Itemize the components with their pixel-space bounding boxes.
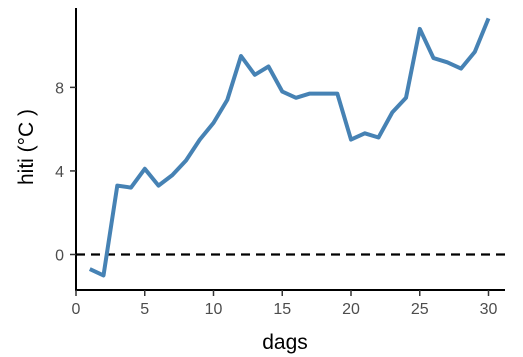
y-tick-label: 4 <box>55 164 64 181</box>
y-axis-title: hiti (°C ) <box>15 109 38 185</box>
x-tick-label: 25 <box>411 301 429 318</box>
x-tick-label: 30 <box>480 301 498 318</box>
y-tick-label: 8 <box>55 80 64 97</box>
x-tick-label: 15 <box>273 301 291 318</box>
x-tick-label: 20 <box>342 301 360 318</box>
x-tick-label: 0 <box>72 301 81 318</box>
x-tick-label: 5 <box>140 301 149 318</box>
x-tick-label: 10 <box>205 301 223 318</box>
y-tick-label: 0 <box>55 247 64 264</box>
x-axis-title: dags <box>262 331 308 354</box>
series-line-0 <box>88 17 491 278</box>
